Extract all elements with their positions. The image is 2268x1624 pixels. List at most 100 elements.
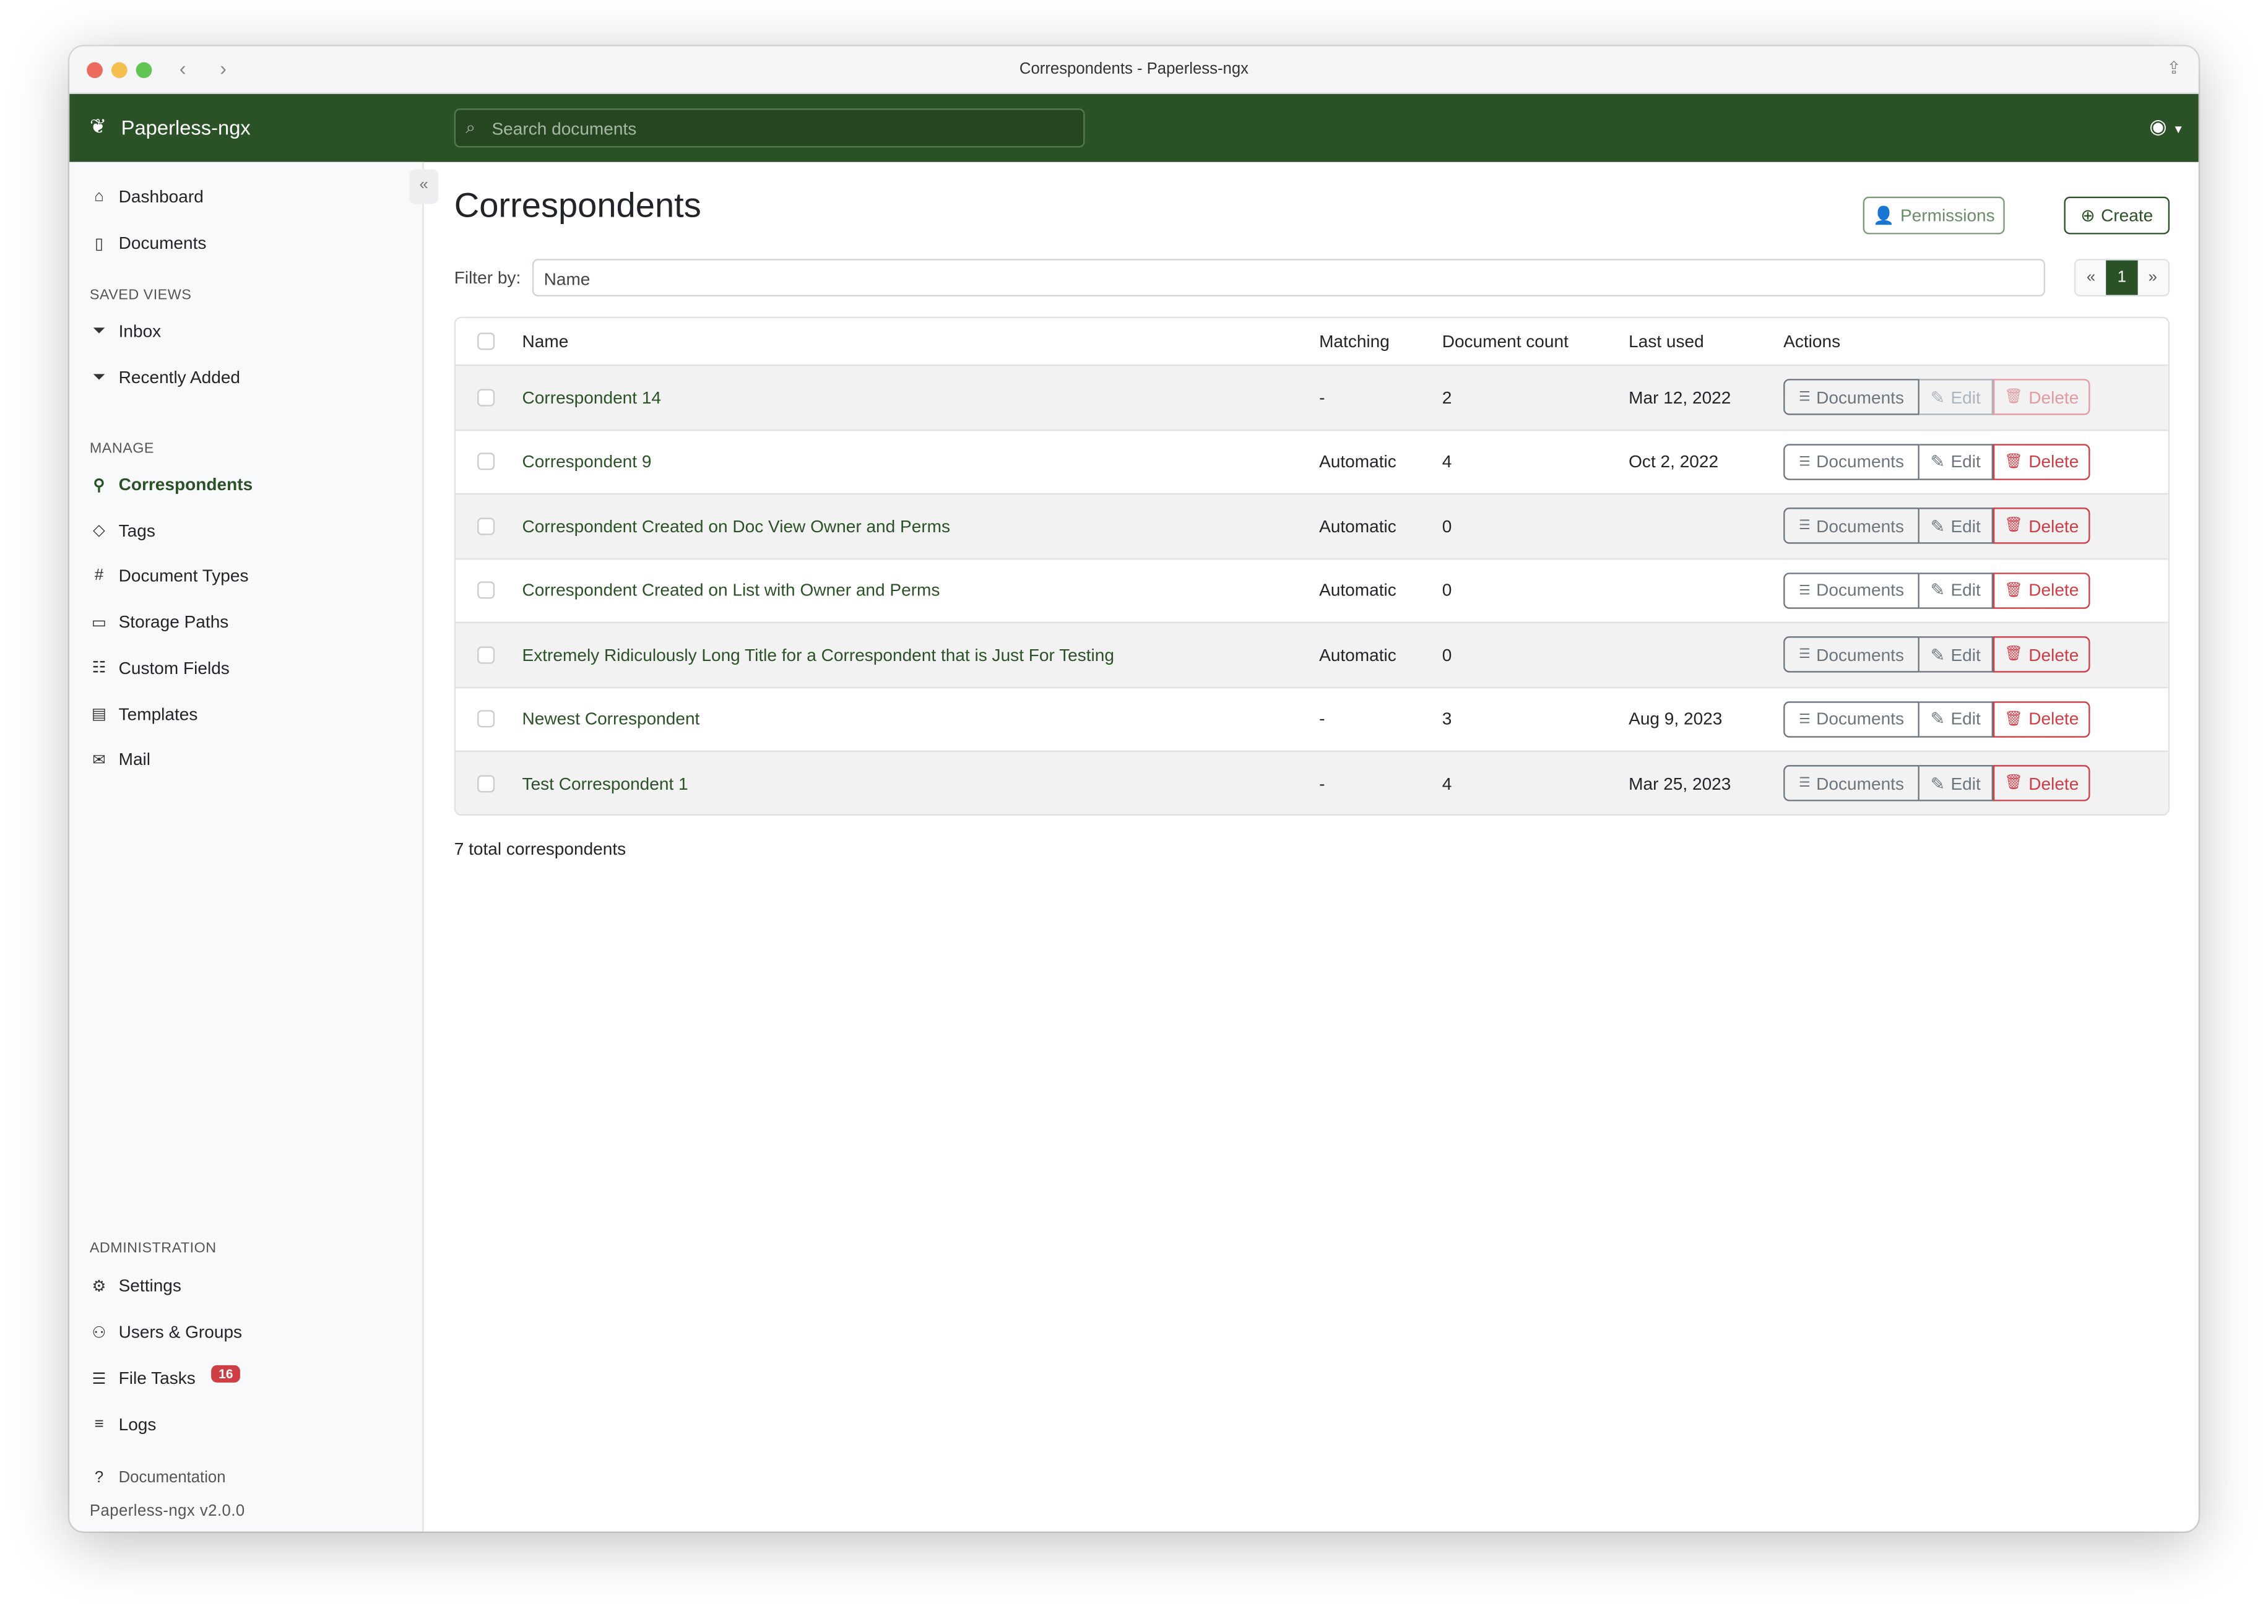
row-checkbox[interactable] bbox=[477, 388, 495, 407]
filter-name-input[interactable]: Name bbox=[532, 259, 2046, 297]
correspondent-name-link[interactable]: Correspondent 9 bbox=[522, 451, 652, 472]
matching-value: - bbox=[1319, 387, 1325, 408]
correspondent-name-link[interactable]: Correspondent Created on Doc View Owner … bbox=[522, 516, 951, 537]
pager-prev[interactable]: « bbox=[2086, 269, 2096, 287]
correspondent-name-link[interactable]: Correspondent Created on List with Owner… bbox=[522, 580, 940, 601]
create-button[interactable]: ⊕ Create bbox=[2064, 196, 2170, 235]
documents-button[interactable]: ☰ Documents bbox=[1783, 508, 1920, 545]
row-checkbox[interactable] bbox=[477, 774, 495, 792]
pager-page-1[interactable]: 1 bbox=[2106, 260, 2137, 295]
column-header-document-count[interactable]: Document count bbox=[1442, 331, 1569, 352]
pencil-icon: ✎ bbox=[1930, 709, 1946, 730]
administration-heading: ADMINISTRATION bbox=[89, 1240, 217, 1257]
leaf-logo-icon: ❦ bbox=[89, 114, 107, 137]
sidebar-item-documents[interactable]: ▯ Documents bbox=[90, 233, 206, 253]
documents-label: Documents bbox=[1816, 387, 1905, 408]
share-icon[interactable]: ⇪ bbox=[2166, 58, 2181, 79]
documentation-link[interactable]: ? Documentation bbox=[90, 1469, 226, 1487]
brand-link[interactable]: ❦ Paperless-ngx bbox=[90, 114, 251, 139]
row-checkbox[interactable] bbox=[477, 710, 495, 728]
forward-icon[interactable]: › bbox=[220, 56, 227, 80]
documents-button[interactable]: ☰ Documents bbox=[1783, 701, 1920, 738]
sidebar-item-custom-fields[interactable]: ☷ Custom Fields bbox=[90, 658, 230, 678]
sidebar-item-mail[interactable]: ✉ Mail bbox=[90, 749, 150, 770]
trash-icon: 🗑 bbox=[2004, 647, 2023, 663]
delete-button[interactable]: 🗑 Delete bbox=[1993, 572, 2090, 609]
edit-button[interactable]: ✎ Edit bbox=[1919, 765, 1993, 802]
edit-button[interactable]: ✎ Edit bbox=[1919, 636, 1993, 673]
matching-value: Automatic bbox=[1319, 516, 1396, 537]
filter-icon: ☰ bbox=[1798, 454, 1811, 469]
row-checkbox[interactable] bbox=[477, 581, 495, 599]
correspondent-name-link[interactable]: Correspondent 14 bbox=[522, 387, 662, 408]
delete-label: Delete bbox=[2028, 644, 2079, 665]
row-checkbox[interactable] bbox=[477, 452, 495, 471]
collapse-sidebar-button[interactable]: « bbox=[409, 169, 439, 204]
delete-button[interactable]: 🗑 Delete bbox=[1993, 701, 2090, 738]
sidebar-item-label: Custom Fields bbox=[118, 657, 230, 678]
minimize-window-button[interactable] bbox=[111, 62, 128, 79]
sidebar-item-file-tasks[interactable]: ☰ File Tasks 16 bbox=[90, 1365, 241, 1388]
correspondent-name-link[interactable]: Test Correspondent 1 bbox=[522, 773, 688, 794]
trash-icon: 🗑 bbox=[2004, 775, 2023, 792]
sidebar-item-settings[interactable]: ⚙ Settings bbox=[90, 1276, 181, 1296]
document-count: 4 bbox=[1442, 773, 1452, 794]
sidebar-item-users-groups[interactable]: ⚇ Users & Groups bbox=[90, 1322, 243, 1342]
maximize-window-button[interactable] bbox=[136, 62, 152, 79]
search-input[interactable]: ⌕ Search documents bbox=[454, 108, 1085, 148]
correspondent-name-link[interactable]: Newest Correspondent bbox=[522, 709, 700, 730]
documents-button[interactable]: ☰ Documents bbox=[1783, 379, 1920, 416]
pager-next[interactable]: » bbox=[2148, 269, 2157, 287]
edit-button[interactable]: ✎ Edit bbox=[1919, 508, 1993, 545]
filter-icon: ☰ bbox=[1798, 518, 1811, 533]
top-navbar: ❦ Paperless-ngx ⌕ Search documents ◉ ▼ bbox=[69, 93, 2199, 162]
filter-label: Filter by: bbox=[454, 267, 521, 288]
edit-button[interactable]: ✎ Edit bbox=[1919, 443, 1993, 480]
delete-button[interactable]: 🗑 Delete bbox=[1993, 636, 2090, 673]
back-icon[interactable]: ‹ bbox=[179, 56, 186, 80]
edit-button[interactable]: ✎ Edit bbox=[1919, 701, 1993, 738]
row-checkbox[interactable] bbox=[477, 646, 495, 663]
permissions-button[interactable]: 👤 Permissions bbox=[1863, 196, 2005, 235]
document-count: 3 bbox=[1442, 709, 1452, 730]
select-all-checkbox[interactable] bbox=[477, 332, 495, 350]
documents-button[interactable]: ☰ Documents bbox=[1783, 443, 1920, 480]
sidebar-item-templates[interactable]: ▤ Templates bbox=[90, 704, 198, 724]
close-window-button[interactable] bbox=[87, 62, 103, 79]
sidebar-item-label: Document Types bbox=[118, 566, 249, 587]
documents-button[interactable]: ☰ Documents bbox=[1783, 765, 1920, 802]
sidebar-item-dashboard[interactable]: ⌂ Dashboard bbox=[90, 186, 204, 207]
filter-icon: ☰ bbox=[1798, 775, 1811, 790]
delete-button[interactable]: 🗑 Delete bbox=[1993, 379, 2090, 416]
main-content: Correspondents 👤 Permissions ⊕ Create Filt… bbox=[454, 162, 2199, 1532]
trash-icon: 🗑 bbox=[2004, 454, 2023, 470]
edit-button[interactable]: ✎ Edit bbox=[1919, 572, 1993, 609]
edit-button[interactable]: ✎ Edit bbox=[1919, 379, 1993, 416]
sidebar-item-correspondents[interactable]: ⚲ Correspondents bbox=[90, 474, 253, 495]
sidebar-item-inbox[interactable]: ⏷ Inbox bbox=[90, 321, 161, 342]
tags-icon: ◇ bbox=[93, 522, 105, 540]
delete-button[interactable]: 🗑 Delete bbox=[1993, 443, 2090, 480]
documents-button[interactable]: ☰ Documents bbox=[1783, 572, 1920, 609]
delete-button[interactable]: 🗑 Delete bbox=[1993, 765, 2090, 802]
delete-button[interactable]: 🗑 Delete bbox=[1993, 508, 2090, 545]
user-menu-button[interactable]: ◉ ▼ bbox=[2149, 114, 2184, 139]
matching-value: Automatic bbox=[1319, 451, 1396, 472]
sidebar-item-tags[interactable]: ◇ Tags bbox=[90, 520, 155, 540]
sidebar-item-storage-paths[interactable]: ▭ Storage Paths bbox=[90, 612, 228, 633]
filter-icon: ☰ bbox=[1798, 711, 1811, 726]
column-header-name[interactable]: Name bbox=[522, 331, 569, 352]
column-header-matching[interactable]: Matching bbox=[1319, 331, 1390, 352]
table-row: Correspondent 14 - 2 Mar 12, 2022 ☰ Docum… bbox=[456, 364, 2168, 429]
column-header-last-used[interactable]: Last used bbox=[1629, 331, 1704, 352]
sidebar-item-recently-added[interactable]: ⏷ Recently Added bbox=[90, 368, 240, 388]
sidebar-item-logs[interactable]: ≡ Logs bbox=[90, 1414, 157, 1435]
document-count: 0 bbox=[1442, 644, 1452, 665]
sidebar-item-document-types[interactable]: # Document Types bbox=[90, 566, 249, 587]
row-checkbox[interactable] bbox=[477, 517, 495, 535]
documents-button[interactable]: ☰ Documents bbox=[1783, 636, 1920, 673]
filter-icon: ☰ bbox=[1798, 582, 1811, 597]
trash-icon: 🗑 bbox=[2004, 582, 2023, 598]
correspondent-name-link[interactable]: Extremely Ridiculously Long Title for a … bbox=[522, 644, 1114, 665]
last-used-date: Mar 25, 2023 bbox=[1629, 773, 1731, 794]
